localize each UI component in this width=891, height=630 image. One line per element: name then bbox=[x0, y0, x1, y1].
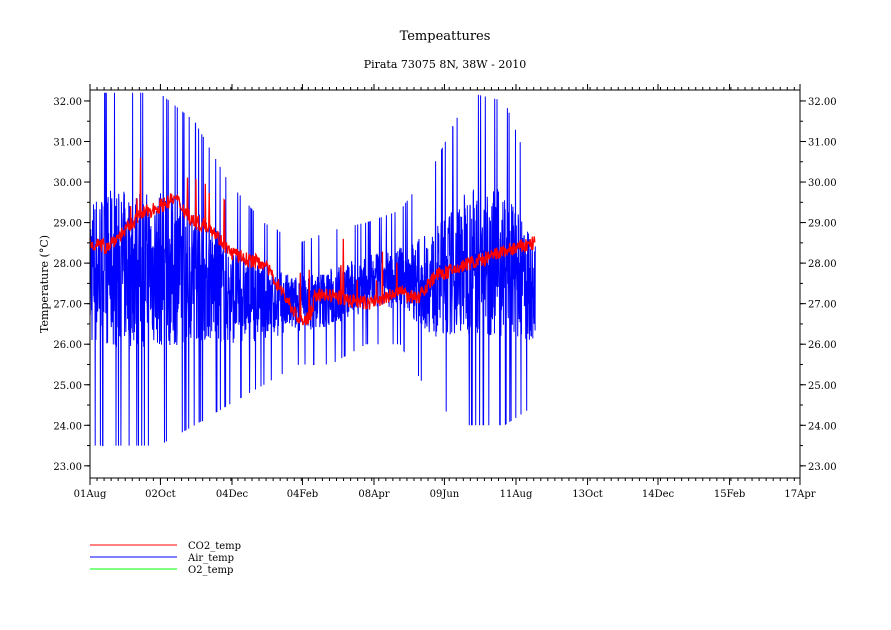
y-tick-label: 23.00 bbox=[53, 462, 82, 473]
x-tick-label: 14Dec bbox=[642, 489, 675, 500]
y-tick-label-right: 29.00 bbox=[808, 219, 837, 230]
plot-frame bbox=[89, 89, 801, 479]
y-axis-label: Temperature (°C) bbox=[38, 235, 51, 333]
y-tick-label: 26.00 bbox=[53, 340, 82, 351]
y-tick-label: 25.00 bbox=[53, 381, 82, 392]
series-air-temp bbox=[89, 92, 536, 447]
x-tick-label: 15Feb bbox=[714, 489, 745, 500]
legend-label: O2_temp bbox=[188, 565, 233, 576]
y-tick-label: 24.00 bbox=[53, 421, 82, 432]
x-tick-label: 13Oct bbox=[572, 489, 603, 500]
x-tick-label: 08Apr bbox=[358, 489, 389, 500]
y-tick-label: 29.00 bbox=[53, 219, 82, 230]
x-tick-label: 11Aug bbox=[500, 489, 533, 500]
series-co2-temp bbox=[89, 157, 536, 326]
y-tick-label-right: 27.00 bbox=[808, 300, 837, 311]
y-tick-label-right: 31.00 bbox=[808, 137, 837, 148]
y-tick-label-right: 25.00 bbox=[808, 381, 837, 392]
x-tick-label: 17Apr bbox=[784, 489, 815, 500]
axes: 01Aug 02Oct 04Dec 04Feb 08Apr 09Jun 11Aug 13Oct… bbox=[53, 84, 837, 500]
x-tick-label: 04Dec bbox=[216, 489, 249, 500]
legend-label: CO2_temp bbox=[188, 541, 241, 552]
y-tick-label-right: 32.00 bbox=[808, 97, 837, 108]
y-tick-label: 32.00 bbox=[53, 97, 82, 108]
y-tick-label-right: 30.00 bbox=[808, 178, 837, 189]
chart-title: Tempeattures bbox=[400, 29, 491, 44]
y-tick-label: 31.00 bbox=[53, 137, 82, 148]
y-tick-label-right: 28.00 bbox=[808, 259, 837, 270]
x-tick-label: 02Oct bbox=[145, 489, 176, 500]
y-tick-label-right: 23.00 bbox=[808, 462, 837, 473]
y-tick-label: 28.00 bbox=[53, 259, 82, 270]
y-tick-label: 30.00 bbox=[53, 178, 82, 189]
y-tick-label: 27.00 bbox=[53, 300, 82, 311]
x-tick-label: 09Jun bbox=[430, 489, 460, 500]
y-tick-label-right: 26.00 bbox=[808, 340, 837, 351]
x-tick-label: 04Feb bbox=[287, 489, 318, 500]
plot-area bbox=[89, 92, 536, 447]
x-tick-label: 01Aug bbox=[74, 489, 107, 500]
chart-subtitle: Pirata 73075 8N, 38W - 2010 bbox=[364, 58, 527, 71]
y-tick-label-right: 24.00 bbox=[808, 421, 837, 432]
legend-label: Air_temp bbox=[187, 553, 234, 564]
